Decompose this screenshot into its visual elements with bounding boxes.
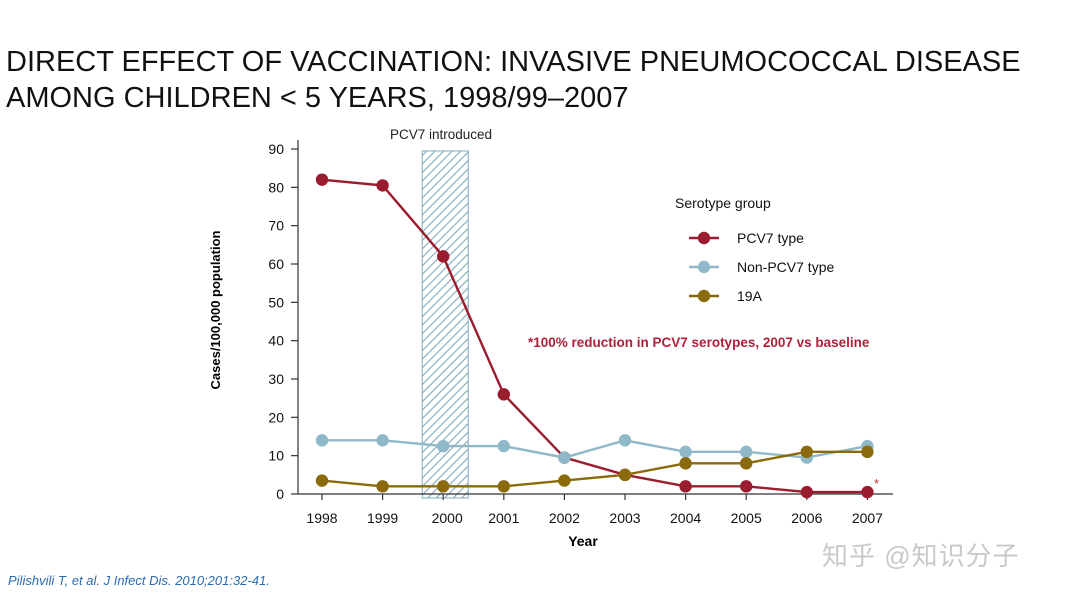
data-point — [315, 434, 329, 447]
y-tick-label: 40 — [268, 333, 284, 349]
y-axis-label: Cases/100,000 population — [208, 230, 223, 389]
x-tick-label: 2001 — [488, 510, 519, 526]
citation: Pilishvili T, et al. J Infect Dis. 2010;… — [8, 573, 270, 588]
data-point — [679, 457, 692, 470]
data-point — [679, 445, 692, 459]
y-tick-label: 70 — [268, 218, 284, 234]
x-tick-label: 2004 — [670, 510, 701, 526]
data-point — [558, 474, 571, 487]
y-tick-label: 90 — [268, 141, 284, 157]
data-point — [558, 451, 571, 464]
legend-swatch-marker — [697, 260, 711, 274]
y-tick-label: 50 — [268, 294, 284, 310]
vaccine-introduction-band — [421, 150, 469, 499]
data-point — [497, 439, 510, 453]
data-point — [315, 474, 329, 487]
data-point — [618, 434, 632, 447]
data-point — [497, 480, 510, 493]
data-point — [376, 480, 389, 493]
slide-title-line-2: AMONG CHILDREN < 5 YEARS, 1998/99–2007 — [6, 82, 629, 114]
slide-title: DIRECT EFFECT OF VACCINATION: INVASIVE P… — [6, 44, 1021, 116]
x-axis-label: Year — [568, 533, 598, 549]
series-line-19a — [321, 450, 868, 488]
x-tick-label: 2006 — [791, 510, 822, 526]
x-tick-label: 2005 — [731, 510, 762, 526]
data-point — [618, 468, 632, 482]
legend-label: Non-PCV7 type — [737, 259, 834, 275]
shaded-region-label: PCV7 introduced — [390, 127, 492, 142]
y-tick-label: 80 — [268, 179, 284, 195]
legend-swatch-marker — [697, 231, 711, 245]
data-point — [740, 457, 753, 470]
legend-swatch-marker — [697, 289, 711, 303]
x-tick-label: 2000 — [432, 510, 463, 526]
data-point — [437, 480, 450, 493]
data-point — [497, 388, 510, 401]
data-point — [679, 480, 692, 493]
data-point — [376, 179, 389, 192]
slide-title-line-1: DIRECT EFFECT OF VACCINATION: INVASIVE P… — [6, 46, 1021, 78]
x-tick-label: 2003 — [609, 510, 640, 526]
data-point — [315, 173, 329, 186]
data-point — [861, 445, 874, 459]
y-tick-label: 10 — [268, 448, 284, 464]
y-tick-label: 20 — [268, 409, 284, 425]
data-point — [800, 445, 813, 459]
legend-label: PCV7 type — [737, 230, 804, 246]
annotation-text: *100% reduction in PCV7 serotypes, 2007 … — [528, 335, 870, 350]
data-point — [437, 439, 450, 453]
y-tick-label: 60 — [268, 256, 284, 272]
y-tick-label: 0 — [276, 486, 284, 502]
watermark: 知乎 @知识分子 — [822, 541, 1020, 571]
legend-title: Serotype group — [675, 195, 771, 211]
series-line-non-pcv7-type — [322, 439, 868, 459]
data-point — [740, 445, 753, 459]
y-tick-label: 30 — [268, 371, 284, 387]
series-line-pcv7-type — [321, 178, 868, 494]
x-tick-label: 1998 — [306, 510, 337, 526]
data-point — [376, 434, 389, 447]
x-tick-label: 1999 — [367, 510, 398, 526]
end-marker: * — [874, 476, 879, 491]
x-tick-label: 2007 — [852, 510, 883, 526]
x-tick-label: 2002 — [549, 510, 580, 526]
data-point — [800, 485, 813, 499]
data-point — [740, 480, 753, 493]
legend-label: 19A — [737, 288, 763, 304]
data-point — [861, 485, 874, 499]
data-point — [437, 250, 450, 263]
